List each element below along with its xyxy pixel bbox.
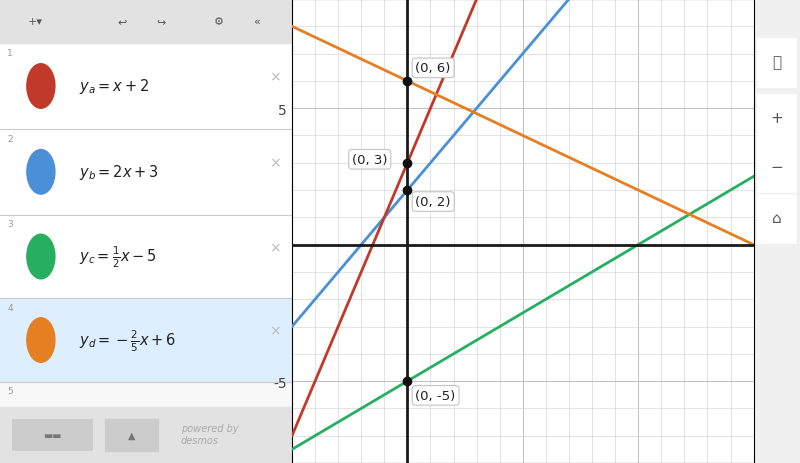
Text: +: +: [770, 111, 783, 125]
Bar: [0, 44, 292, 130]
Text: 1: 1: [7, 49, 13, 57]
Text: ↩: ↩: [118, 17, 127, 27]
Text: 4: 4: [7, 303, 13, 312]
Text: ×: ×: [269, 156, 280, 170]
Text: $y_d = -\frac{2}{5}x + 6$: $y_d = -\frac{2}{5}x + 6$: [79, 328, 176, 353]
Circle shape: [27, 318, 55, 363]
Bar: [758, 194, 796, 243]
Text: +▾: +▾: [27, 17, 42, 27]
Text: ×: ×: [269, 70, 280, 85]
Text: 3: 3: [7, 220, 13, 229]
Bar: [0, 215, 292, 299]
Text: ▲: ▲: [128, 430, 135, 440]
Bar: [12, 419, 94, 451]
Text: $y_c = \frac{1}{2}x - 5$: $y_c = \frac{1}{2}x - 5$: [79, 244, 157, 269]
Text: ▬▬: ▬▬: [43, 430, 62, 440]
Text: ⚙: ⚙: [214, 17, 224, 27]
Text: (0, 3): (0, 3): [352, 153, 387, 166]
Bar: [0, 299, 292, 382]
Text: ⌂: ⌂: [772, 210, 782, 225]
Bar: [0, 407, 292, 463]
Text: (0, 6): (0, 6): [415, 62, 451, 75]
Bar: [758, 39, 796, 88]
Text: $y_a = x + 2$: $y_a = x + 2$: [79, 77, 149, 96]
Bar: [758, 95, 796, 144]
Bar: [0, 0, 292, 44]
Text: (0, -5): (0, -5): [415, 389, 456, 402]
Text: 5: 5: [7, 387, 13, 395]
Text: «: «: [254, 17, 260, 27]
Text: (0, 2): (0, 2): [415, 196, 451, 209]
Bar: [0, 130, 292, 215]
Text: ×: ×: [269, 241, 280, 255]
Bar: [0, 382, 292, 407]
Circle shape: [27, 64, 55, 109]
Text: $y_b = 2x + 3$: $y_b = 2x + 3$: [79, 163, 158, 182]
Text: 🔧: 🔧: [772, 55, 782, 70]
Text: ↪: ↪: [156, 17, 166, 27]
Text: 2: 2: [7, 134, 13, 143]
Text: powered by
desmos: powered by desmos: [181, 423, 238, 445]
Bar: [105, 419, 158, 451]
Bar: [758, 144, 796, 192]
Text: −: −: [770, 159, 783, 174]
Text: ×: ×: [269, 324, 280, 338]
Circle shape: [27, 235, 55, 279]
Circle shape: [27, 150, 55, 195]
